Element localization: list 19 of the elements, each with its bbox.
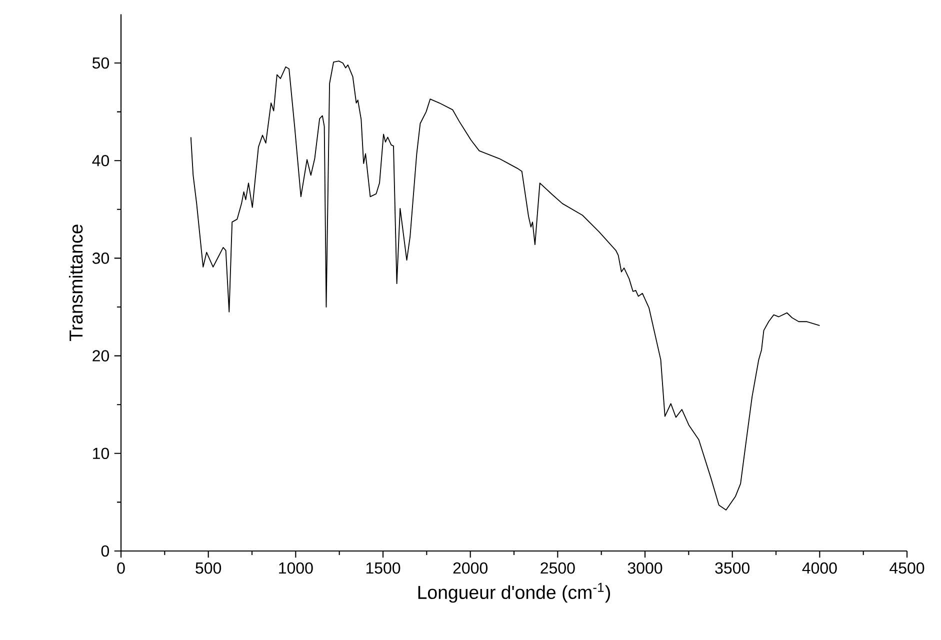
y-tick-label: 20 — [92, 350, 110, 362]
x-tick-label: 3000 — [628, 562, 662, 574]
x-tick-label: 2000 — [453, 562, 488, 574]
x-tick-label: 1000 — [279, 562, 313, 574]
line-series — [190, 60, 820, 510]
x-tick-label: 2500 — [540, 562, 575, 574]
y-tick-label: 10 — [93, 448, 110, 460]
y-tick-label: 40 — [92, 154, 110, 166]
x-tick-label: 3500 — [715, 562, 750, 574]
y-axis-title: Transmittance — [68, 224, 83, 341]
y-tick-label: 0 — [101, 545, 110, 557]
x-tick-label: 4000 — [802, 562, 837, 574]
x-axis-title: Longueur d'onde (cm$^{-1}$) — [418, 582, 610, 603]
x-tick-label: 0 — [117, 562, 125, 574]
y-tick-label: 30 — [92, 252, 110, 264]
x-tick-label: 500 — [196, 562, 222, 574]
x-tick-label: 4500 — [890, 562, 924, 574]
y-tick-label: 50 — [92, 57, 110, 69]
x-tick-label: 1500 — [366, 562, 400, 574]
